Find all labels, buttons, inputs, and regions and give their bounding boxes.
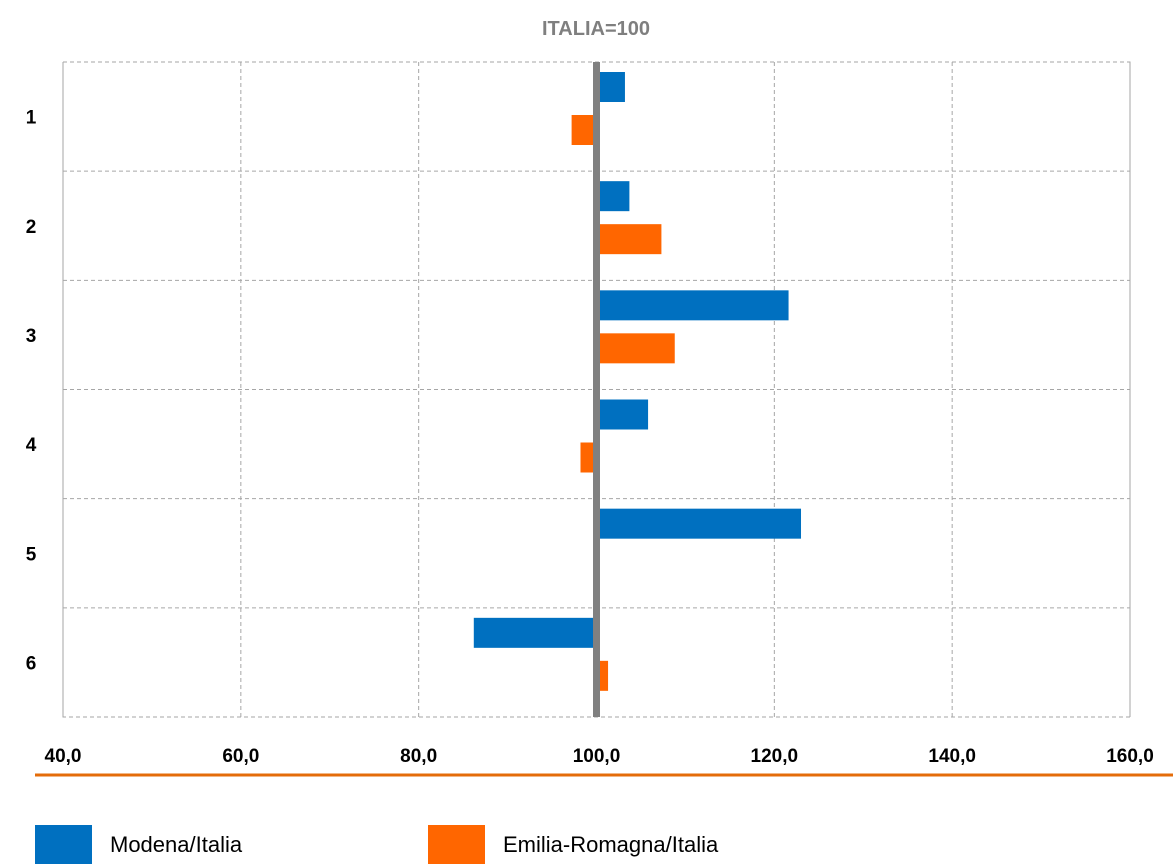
category-label: 1 bbox=[26, 108, 37, 129]
x-tick-label: 120,0 bbox=[751, 746, 799, 767]
legend-label-modena: Modena/Italia bbox=[110, 831, 243, 857]
chart-title: ITALIA=100 bbox=[542, 18, 650, 40]
category-label: 5 bbox=[26, 544, 37, 565]
x-tick-label: 40,0 bbox=[45, 746, 82, 767]
bar-modena bbox=[596, 72, 625, 102]
bar-chart: ITALIA=100 1 2 3 4 5 6 40,0 60,0 80,0 100,0 120,0… bbox=[26, 18, 1173, 777]
legend-item-emilia-romagna: Emilia-Romagna/Italia bbox=[428, 825, 718, 864]
category-label: 3 bbox=[26, 326, 37, 347]
legend-label-emilia-romagna: Emilia-Romagna/Italia bbox=[503, 831, 719, 857]
x-tick-label: 60,0 bbox=[222, 746, 259, 767]
bar-emilia-romagna bbox=[571, 115, 597, 145]
x-tick-labels: 40,0 60,0 80,0 100,0 120,0 140,0 160,0 bbox=[45, 746, 1154, 767]
category-label: 6 bbox=[26, 653, 37, 674]
bar-modena bbox=[473, 617, 597, 648]
bar-emilia-romagna bbox=[596, 333, 675, 364]
x-tick-label: 160,0 bbox=[1106, 746, 1154, 767]
legend-swatch-emilia-romagna bbox=[428, 825, 485, 864]
x-tick-label: 80,0 bbox=[400, 746, 437, 767]
legend-item-modena: Modena/Italia bbox=[35, 825, 242, 864]
x-tick-label: 100,0 bbox=[573, 746, 621, 767]
category-label: 4 bbox=[26, 435, 37, 456]
bar-emilia-romagna bbox=[580, 442, 597, 473]
bar-modena bbox=[596, 399, 649, 430]
bars bbox=[473, 62, 802, 717]
bar-emilia-romagna bbox=[596, 660, 609, 691]
bar-emilia-romagna bbox=[596, 224, 662, 255]
x-tick-label: 140,0 bbox=[928, 746, 976, 767]
category-label: 2 bbox=[26, 217, 37, 238]
bar-modena bbox=[596, 508, 802, 539]
bar-modena bbox=[596, 181, 630, 212]
category-labels: 1 2 3 4 5 6 bbox=[26, 108, 37, 675]
bar-modena bbox=[596, 290, 789, 321]
legend-swatch-modena bbox=[35, 825, 92, 864]
